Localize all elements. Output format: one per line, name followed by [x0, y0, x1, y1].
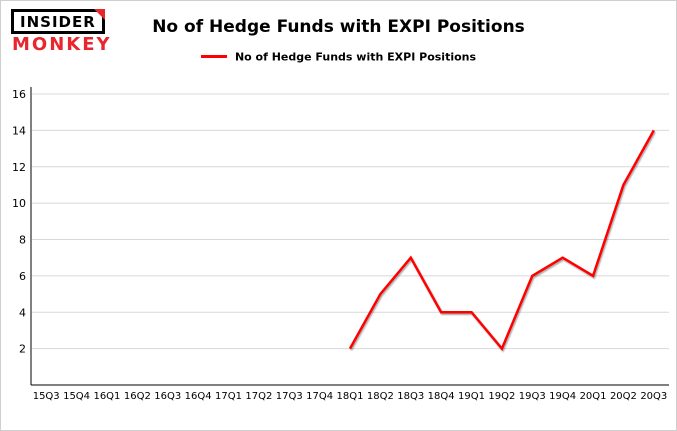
y-tick-label: 16	[12, 88, 26, 101]
logo-monkey-text: MONKEY	[12, 34, 112, 55]
x-tick-label: 16Q4	[185, 391, 212, 402]
y-tick-label: 2	[19, 343, 26, 356]
logo-insider-text: INSIDER	[20, 13, 96, 31]
x-tick-label: 20Q1	[580, 391, 607, 402]
insider-monkey-logo: INSIDER MONKEY	[11, 9, 112, 54]
x-tick-label: 19Q3	[519, 391, 546, 402]
x-tick-label: 18Q2	[367, 391, 394, 402]
logo-insider-box: INSIDER	[11, 9, 105, 34]
series-line	[348, 129, 655, 352]
logo-fold-icon	[93, 9, 105, 20]
x-tick-label: 17Q3	[276, 391, 303, 402]
y-tick-label: 6	[19, 270, 26, 283]
y-tick-label: 4	[19, 306, 26, 319]
x-tick-label: 17Q4	[306, 391, 333, 402]
y-tick-label: 10	[12, 197, 26, 210]
x-tick-label: 17Q1	[215, 391, 242, 402]
x-tick-label: 15Q4	[63, 391, 90, 402]
x-tick-label: 16Q1	[93, 391, 120, 402]
x-tick-label: 16Q2	[124, 391, 151, 402]
x-tick-label: 18Q3	[397, 391, 424, 402]
x-tick-label: 18Q4	[428, 391, 455, 402]
y-tick-label: 12	[12, 161, 26, 174]
chart-title: No of Hedge Funds with EXPI Positions	[152, 17, 525, 37]
y-tick-label: 14	[12, 124, 26, 137]
x-tick-label: 15Q3	[33, 391, 60, 402]
x-tick-label: 16Q3	[154, 391, 181, 402]
x-tick-label: 17Q2	[245, 391, 272, 402]
x-tick-label: 20Q3	[640, 391, 667, 402]
x-tick-label: 19Q1	[458, 391, 485, 402]
x-tick-label: 18Q1	[337, 391, 364, 402]
chart-header: No of Hedge Funds with EXPI Positions No…	[1, 1, 676, 64]
x-tick-label: 20Q2	[610, 391, 637, 402]
legend-label: No of Hedge Funds with EXPI Positions	[234, 50, 477, 64]
x-tick-label: 19Q2	[488, 391, 515, 402]
legend-line-swatch	[200, 54, 227, 58]
y-tick-label: 8	[19, 234, 26, 247]
x-tick-label: 19Q4	[549, 391, 576, 402]
legend: No of Hedge Funds with EXPI Positions	[1, 50, 676, 64]
